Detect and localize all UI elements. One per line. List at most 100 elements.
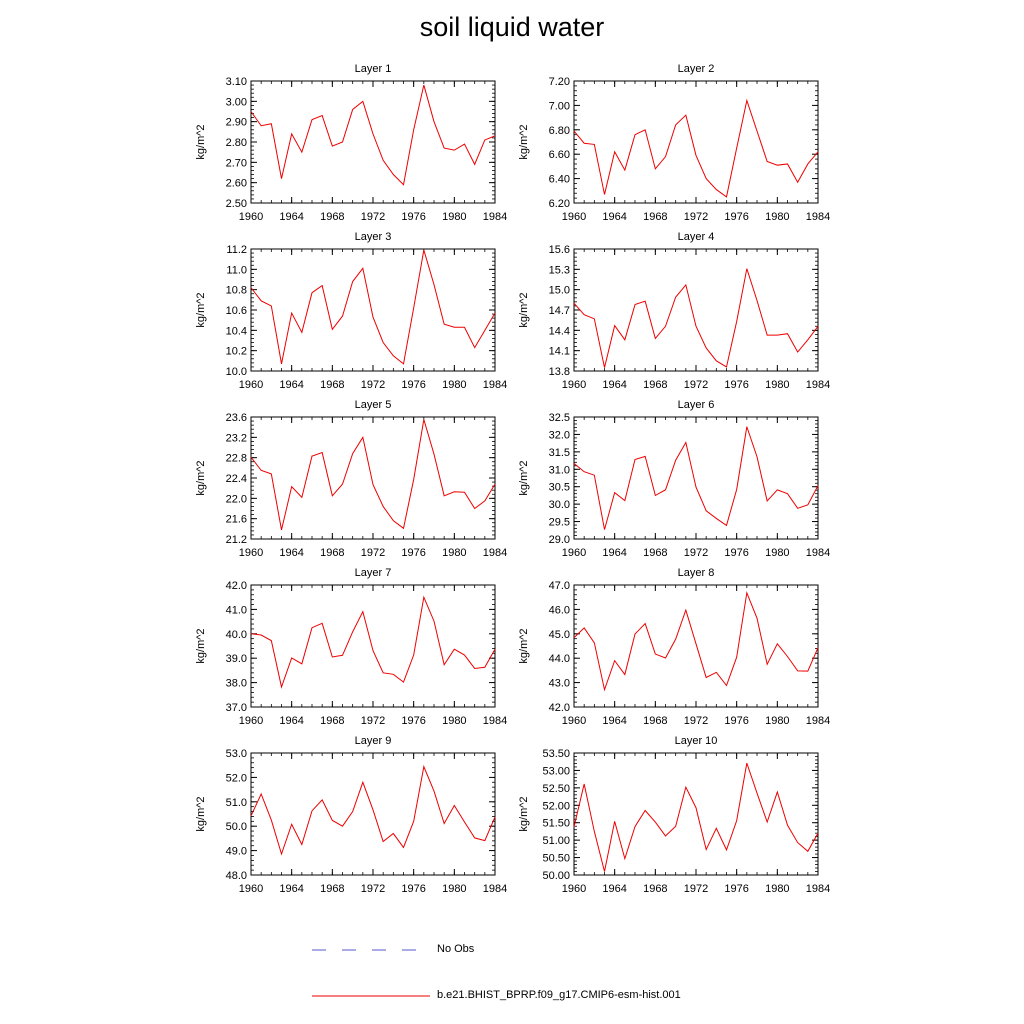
y-tick-label: 47.0 [549,580,570,592]
x-tick-label: 1964 [279,883,303,895]
y-tick-label: 53.00 [542,765,570,777]
y-tick-label: 21.2 [226,534,247,546]
panel-title: Layer 10 [675,735,718,747]
x-tick-label: 1972 [684,547,708,559]
y-tick-label: 14.4 [549,325,570,337]
x-tick-label: 1972 [361,715,385,727]
y-tick-label: 14.7 [549,305,570,317]
y-tick-label: 15.3 [549,264,570,276]
x-tick-label: 1976 [401,547,425,559]
x-tick-label: 1960 [239,883,263,895]
x-tick-label: 1980 [765,883,789,895]
y-tick-label: 41.0 [226,604,247,616]
series-line-layer-3 [250,249,496,365]
x-tick-label: 1968 [643,379,667,391]
y-axis-label: kg/m^2 [195,796,207,831]
x-tick-label: 1964 [602,547,626,559]
x-tick-label: 1980 [765,379,789,391]
y-tick-label: 43.0 [549,678,570,690]
panel-layer-7: Layer 7 kg/m^2 37.0 38.0 39.0 40.0 41.0 42.0 196… [195,567,507,727]
x-tick-label: 1984 [483,379,507,391]
y-axis-label: kg/m^2 [195,628,207,663]
y-tick-label: 23.6 [226,412,247,424]
series-line-layer-6 [573,426,819,530]
x-tick-label: 1980 [442,547,466,559]
x-tick-label: 1980 [442,883,466,895]
y-axis-label: kg/m^2 [518,292,530,327]
series-line-layer-5 [250,419,496,530]
y-tick-label: 31.0 [549,464,570,476]
chart-title: soil liquid water [419,12,605,42]
plot-frame [573,80,819,204]
y-tick-label: 10.8 [226,285,247,297]
y-tick-label: 11.0 [226,264,247,276]
series-line-layer-8 [573,590,819,692]
x-tick-label: 1968 [320,715,344,727]
panel-layer-2: Layer 2 kg/m^2 6.20 6.40 6.60 6.80 7.00 7.20 196… [518,63,830,223]
y-tick-label: 6.20 [549,198,570,210]
series-line-layer-7 [250,595,496,689]
x-tick-label: 1976 [401,379,425,391]
y-tick-label: 22.4 [226,473,247,485]
x-tick-label: 1984 [806,379,830,391]
panel-layer-3: Layer 3 kg/m^2 10.0 10.2 10.4 10.6 10.8 11.0 11.… [195,231,507,391]
y-tick-label: 2.80 [226,137,247,149]
x-tick-label: 1968 [643,883,667,895]
y-tick-label: 45.0 [549,629,570,641]
x-tick-label: 1968 [643,547,667,559]
plot-frame [250,248,496,372]
panel-layer-8: Layer 8 kg/m^2 42.0 43.0 44.0 45.0 46.0 47.0 196… [518,567,830,727]
panel-title: Layer 3 [355,231,392,243]
x-tick-label: 1964 [279,715,303,727]
y-tick-label: 10.4 [226,325,247,337]
x-tick-label: 1976 [724,883,748,895]
x-tick-label: 1980 [442,715,466,727]
x-tick-label: 1968 [320,883,344,895]
y-tick-label: 23.2 [226,432,247,444]
y-tick-label: 2.70 [226,157,247,169]
y-tick-label: 31.5 [549,447,570,459]
plot-frame [250,752,496,876]
y-tick-label: 2.50 [226,198,247,210]
panel-title: Layer 5 [355,399,392,411]
x-tick-label: 1964 [279,211,303,223]
y-axis-label: kg/m^2 [518,796,530,831]
y-tick-label: 10.2 [226,346,247,358]
panel-layer-5: Layer 5 kg/m^2 21.2 21.6 22.0 22.4 22.8 23.2 23.… [195,399,507,559]
x-tick-label: 1984 [806,547,830,559]
x-tick-label: 1968 [320,211,344,223]
x-tick-label: 1964 [602,211,626,223]
y-tick-label: 21.6 [226,514,247,526]
x-tick-label: 1972 [684,715,708,727]
y-tick-label: 2.90 [226,117,247,129]
panel-layer-1: Layer 1 kg/m^2 2.50 2.60 2.70 2.80 2.90 3.00 3.1… [195,63,507,223]
plot-frame [573,752,819,876]
x-tick-label: 1964 [279,547,303,559]
panel-title: Layer 1 [355,63,392,75]
plot-frame [573,416,819,540]
y-tick-label: 32.0 [549,429,570,441]
panel-layer-6: Layer 6 kg/m^2 29.0 29.5 30.0 30.5 31.0 31.5 32.… [518,399,830,559]
x-tick-label: 1960 [239,211,263,223]
series-line-layer-10 [573,762,819,872]
y-tick-label: 51.0 [226,797,247,809]
y-tick-label: 11.2 [226,244,247,256]
y-tick-label: 29.0 [549,534,570,546]
y-tick-label: 40.0 [226,629,247,641]
y-tick-label: 50.0 [226,821,247,833]
y-tick-label: 3.10 [226,76,247,88]
x-tick-label: 1960 [562,715,586,727]
x-tick-label: 1980 [442,211,466,223]
x-tick-label: 1984 [483,715,507,727]
x-tick-label: 1984 [806,883,830,895]
y-tick-label: 10.6 [226,305,247,317]
panel-title: Layer 9 [355,735,392,747]
x-tick-label: 1972 [361,883,385,895]
y-tick-label: 49.0 [226,846,247,858]
x-tick-label: 1964 [602,379,626,391]
series-line-layer-4 [573,268,819,368]
x-tick-label: 1976 [401,211,425,223]
x-tick-label: 1968 [320,547,344,559]
